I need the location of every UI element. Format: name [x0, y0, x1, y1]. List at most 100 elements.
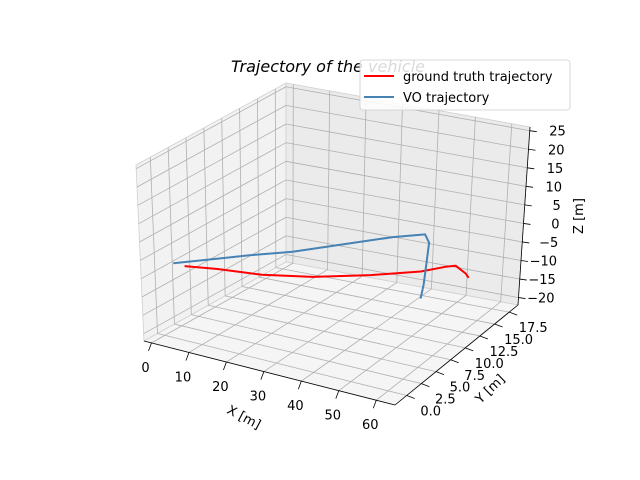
z-tick-label: 25	[549, 125, 566, 140]
y-axis-line	[394, 304, 519, 406]
series-line-vo	[173, 233, 431, 299]
z-tick	[528, 148, 536, 151]
z-tick-label: −15	[528, 273, 555, 288]
z-gridline-back	[285, 104, 529, 150]
z-gridline-left	[143, 254, 287, 335]
y-tick	[450, 359, 459, 364]
x-gridline-floor	[376, 301, 501, 401]
x-gridline-wall	[396, 104, 403, 283]
y-gridline-wall	[203, 127, 209, 306]
x-gridline-floor	[226, 275, 363, 363]
y-gridline-wall	[167, 147, 175, 325]
legend: ground truth trajectory VO trajectory	[359, 59, 571, 111]
z-tick-label: −10	[530, 255, 557, 270]
y-gridline-wall	[274, 88, 277, 268]
z-tick-label: 15	[547, 162, 564, 177]
z-gridline-left	[139, 160, 287, 243]
y-tick	[421, 383, 430, 387]
z-tick	[524, 204, 532, 207]
series-line-ground-truth	[184, 264, 470, 279]
z-gridline-left	[136, 105, 287, 188]
z-gridline-left	[138, 142, 287, 225]
y-tick	[406, 395, 415, 399]
z-tick-label: −5	[539, 236, 558, 251]
z-gridline-left	[135, 86, 287, 170]
legend-label-vo: VO trajectory	[403, 91, 490, 106]
z-tick-label: 5	[552, 199, 560, 214]
x-gridline-floor	[338, 295, 467, 391]
z-gridline-back	[285, 254, 519, 298]
y-gridline-floor	[157, 333, 407, 396]
x-tick-label: 0	[141, 361, 149, 376]
z-tick-label: 10	[545, 180, 562, 195]
z-gridline-back	[285, 216, 522, 261]
z-tick	[523, 223, 531, 225]
x-axis-label: X [m]	[224, 403, 263, 433]
y-tick	[479, 335, 489, 340]
x-tick-label: 60	[362, 418, 379, 433]
y-gridline-floor	[208, 304, 451, 361]
z-gridline-left	[140, 198, 287, 280]
x-tick	[297, 380, 302, 390]
series-group	[173, 233, 470, 299]
x-tick-label: 50	[325, 409, 342, 424]
z-tick	[522, 241, 530, 244]
z-tick	[525, 185, 534, 188]
x-tick	[223, 361, 227, 371]
axes	[143, 126, 531, 406]
legend-box	[359, 59, 571, 111]
z-gridline-back	[285, 142, 527, 187]
y-tick-label: 0.0	[420, 404, 441, 419]
z-tick-label: 20	[548, 143, 565, 158]
x-tick	[260, 371, 265, 380]
y-gridline-floor	[258, 276, 495, 325]
y-gridline-wall	[149, 157, 158, 334]
grid-lines	[135, 84, 530, 401]
z-gridline-left	[142, 235, 287, 316]
z-tick-label: −20	[527, 292, 554, 307]
y-tick-label: 2.5	[435, 393, 456, 408]
z-axis-line	[517, 126, 531, 306]
x-gridline-floor	[263, 282, 398, 372]
y-gridline-wall	[221, 118, 226, 296]
legend-label-ground-truth: ground truth trajectory	[403, 70, 553, 85]
y-tick-label: 15.0	[504, 333, 533, 348]
x-gridline-wall	[465, 117, 476, 296]
z-tick	[529, 130, 537, 133]
x-gridline-wall	[361, 97, 367, 277]
tick-labels: 01020304050600.02.55.07.510.012.515.017.…	[141, 125, 565, 434]
z-tick	[518, 297, 526, 299]
y-tick-label: 10.0	[475, 357, 504, 372]
y-gridline-floor	[225, 295, 466, 349]
y-tick	[465, 347, 474, 352]
z-gridline-back	[285, 179, 524, 224]
x-tick-label: 20	[212, 380, 229, 395]
y-gridline-floor	[174, 323, 422, 384]
z-gridline-back	[285, 123, 528, 169]
z-tick-label: 0	[551, 217, 559, 232]
z-gridline-left	[137, 123, 287, 206]
z-axis-label: Z [m]	[572, 198, 587, 234]
x-gridline-wall	[431, 110, 440, 289]
y-tick	[435, 371, 445, 376]
z-tick	[519, 278, 527, 281]
x-tick	[148, 342, 152, 352]
y-gridline-floor	[241, 286, 481, 337]
x-tick	[372, 400, 377, 409]
y-gridline-wall	[257, 98, 260, 278]
y-tick-label: 5.0	[450, 381, 471, 396]
y-gridline-floor	[275, 267, 510, 313]
x-gridline-floor	[188, 269, 328, 353]
y-gridline-floor	[191, 314, 437, 373]
z-gridline-left	[140, 179, 287, 261]
z-gridline-back	[285, 160, 525, 206]
x-tick	[335, 390, 340, 399]
x-tick-label: 30	[250, 390, 267, 405]
y-tick-label: 17.5	[519, 321, 548, 336]
y-gridline-wall	[185, 137, 192, 315]
y-tick-label: 7.5	[464, 369, 485, 384]
z-gridline-left	[141, 216, 287, 298]
z-gridline-back	[285, 235, 520, 280]
y-tick	[509, 311, 518, 316]
